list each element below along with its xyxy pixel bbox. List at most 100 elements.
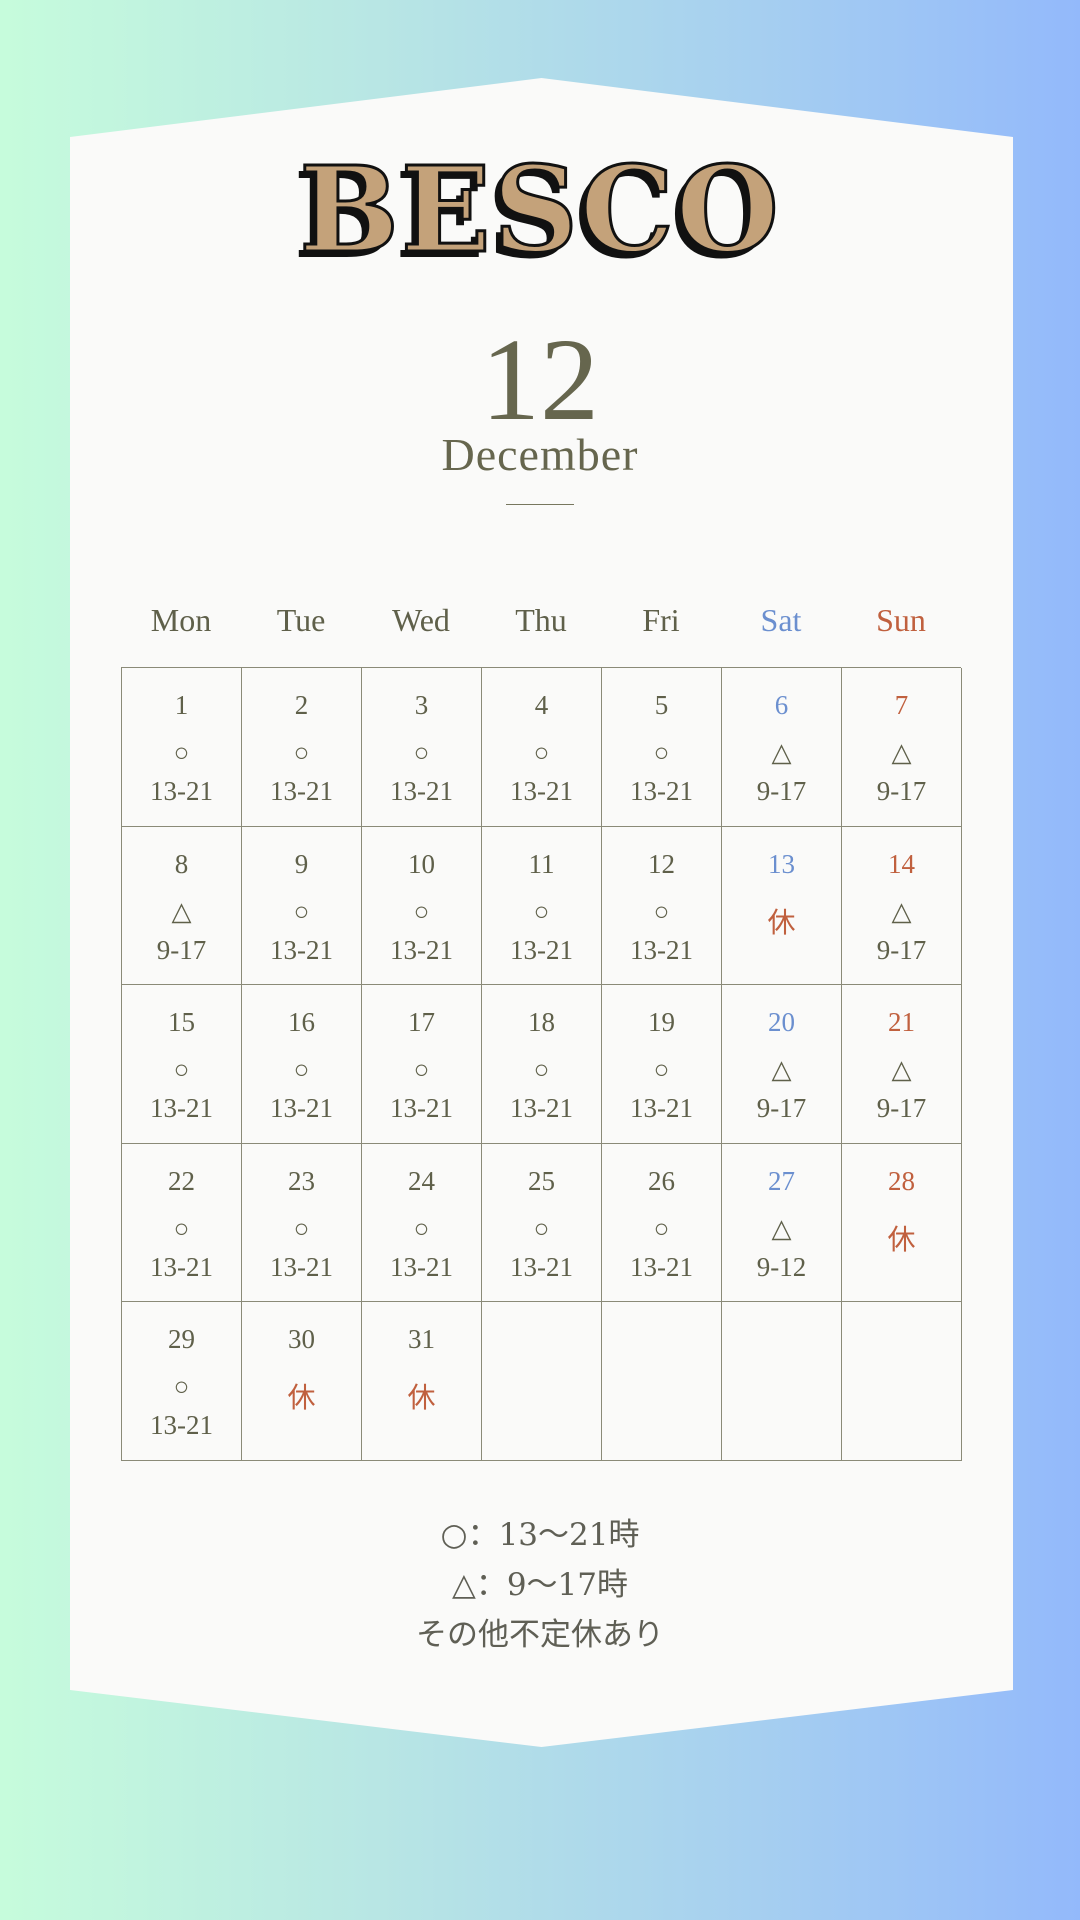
- legend-circle: ○：13〜21時: [440, 1517, 640, 1553]
- day-cell: 3 ○ 13-21: [362, 668, 482, 827]
- day-cell: 6 △ 9-17: [722, 668, 842, 827]
- day-cell: 15 ○ 13-21: [122, 985, 242, 1144]
- hours-symbol: ○: [293, 738, 310, 767]
- day-number: 28: [888, 1165, 915, 1196]
- day-number: 15: [168, 1007, 195, 1038]
- hours-symbol: ○: [293, 1213, 310, 1243]
- day-cell: 30 休: [242, 1302, 362, 1461]
- day-cell: [602, 1302, 722, 1461]
- hours-range: 13-21: [390, 1093, 453, 1124]
- day-cell: 18 ○ 13-21: [482, 985, 602, 1144]
- closed-label: 休: [287, 1383, 316, 1415]
- hours-range: 9-17: [876, 1093, 927, 1124]
- hours-symbol: ○: [653, 738, 670, 767]
- day-number: 1: [174, 690, 189, 720]
- hours-symbol: ○: [533, 1213, 550, 1243]
- day-cell: 29 ○ 13-21: [122, 1302, 242, 1461]
- day-cell: 22 ○ 13-21: [122, 1143, 242, 1303]
- hours-symbol: ○: [173, 1213, 190, 1243]
- day-cell: 10 ○ 13-21: [362, 826, 482, 986]
- day-number: 31: [408, 1324, 435, 1355]
- hours-symbol: △: [171, 896, 192, 926]
- day-number: 23: [288, 1165, 315, 1196]
- day-number: 20: [768, 1007, 795, 1038]
- hours-range: 9-12: [756, 1251, 807, 1282]
- day-cell: 19 ○ 13-21: [602, 985, 722, 1144]
- day-number: 24: [408, 1165, 435, 1196]
- day-number: 5: [654, 690, 669, 720]
- day-number: 17: [408, 1007, 435, 1038]
- hours-symbol: ○: [293, 1055, 310, 1085]
- divider: [506, 504, 574, 505]
- brand-logo: BESCO: [298, 139, 781, 281]
- day-cell: 23 ○ 13-21: [242, 1143, 362, 1303]
- day-number: 9: [294, 848, 309, 879]
- day-cell: 24 ○ 13-21: [362, 1143, 482, 1303]
- day-cell: [842, 1302, 962, 1461]
- day-number: 2: [294, 690, 309, 720]
- hours-range: 13-21: [630, 1093, 693, 1124]
- day-cell: 27 △ 9-12: [722, 1143, 842, 1303]
- hours-range: 13-21: [630, 776, 693, 806]
- hours-symbol: △: [771, 1055, 792, 1085]
- hours-symbol: ○: [413, 1055, 430, 1085]
- day-cell: [722, 1302, 842, 1461]
- day-cell: 31 休: [362, 1302, 482, 1461]
- weekday-sat: Sat: [760, 602, 802, 638]
- day-cell: 8 △ 9-17: [122, 826, 242, 986]
- hours-range: 13-21: [390, 776, 453, 806]
- hours-range: 13-21: [150, 1251, 213, 1282]
- weekday-thu: Thu: [515, 602, 567, 638]
- day-number: 18: [528, 1007, 555, 1038]
- calendar-grid: 1 ○ 13-21 2 ○ 13-21 3 ○ 13-21 4 ○ 13-21 5 ○ 13-21 6 △ 9-1…: [121, 667, 962, 1461]
- day-number: 25: [528, 1165, 555, 1196]
- hours-range: 13-21: [390, 934, 453, 965]
- weekday-fri: Fri: [642, 602, 680, 638]
- weekday-sun: Sun: [876, 602, 926, 638]
- hours-range: 13-21: [510, 1251, 573, 1282]
- weekday-header: Mon Tue Wed Thu Fri Sat Sun: [121, 602, 961, 639]
- hours-symbol: △: [891, 896, 912, 926]
- hours-symbol: ○: [173, 1372, 190, 1402]
- hours-symbol: ○: [533, 1055, 550, 1085]
- weekday-tue: Tue: [276, 602, 326, 638]
- day-number: 21: [888, 1007, 915, 1038]
- hours-symbol: △: [891, 738, 912, 767]
- hours-range: 13-21: [270, 776, 333, 806]
- day-number: 29: [168, 1324, 195, 1355]
- hours-range: 13-21: [150, 1093, 213, 1124]
- hours-symbol: △: [771, 1213, 792, 1243]
- hours-symbol: ○: [653, 1213, 670, 1243]
- closed-label: 休: [407, 1383, 436, 1415]
- hours-range: 13-21: [510, 934, 573, 965]
- day-number: 22: [168, 1165, 195, 1196]
- day-cell: 4 ○ 13-21: [482, 668, 602, 827]
- closed-label: 休: [767, 907, 796, 939]
- hours-range: 9-17: [756, 1093, 807, 1124]
- day-cell: 9 ○ 13-21: [242, 826, 362, 986]
- day-number: 14: [888, 848, 915, 879]
- day-cell: 26 ○ 13-21: [602, 1143, 722, 1303]
- hours-symbol: ○: [173, 1055, 190, 1085]
- hours-range: 13-21: [150, 776, 213, 806]
- legend-triangle: △：9〜17時: [451, 1567, 628, 1603]
- day-cell: 13 休: [722, 826, 842, 986]
- day-number: 13: [768, 848, 795, 879]
- hours-symbol: ○: [533, 896, 550, 926]
- day-number: 26: [648, 1165, 675, 1196]
- hours-range: 13-21: [390, 1251, 453, 1282]
- day-number: 4: [534, 690, 549, 720]
- day-number: 7: [894, 690, 909, 720]
- calendar-panel: [70, 78, 1013, 1747]
- day-cell: 20 △ 9-17: [722, 985, 842, 1144]
- day-number: 19: [648, 1007, 675, 1038]
- day-number: 16: [288, 1007, 315, 1038]
- day-cell: 14 △ 9-17: [842, 826, 962, 986]
- day-cell: 21 △ 9-17: [842, 985, 962, 1144]
- hours-symbol: ○: [293, 896, 310, 926]
- day-cell: 28 休: [842, 1143, 962, 1303]
- day-number: 6: [774, 690, 789, 720]
- hours-range: 13-21: [630, 934, 693, 965]
- day-number: 3: [414, 690, 429, 720]
- day-cell: 5 ○ 13-21: [602, 668, 722, 827]
